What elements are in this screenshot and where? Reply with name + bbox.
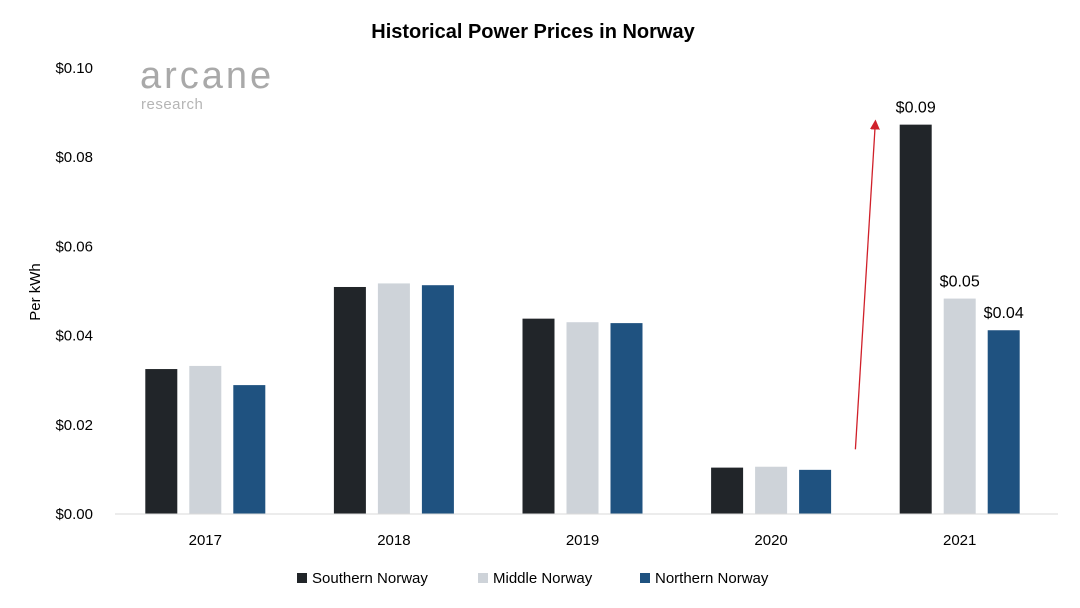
arcane-research-logo: arcane research [140, 55, 274, 113]
x-tick-label: 2020 [754, 532, 787, 549]
y-tick-label: $0.02 [55, 417, 93, 434]
y-tick-label: $0.06 [55, 238, 93, 255]
x-axis-ticks: 2017 2018 2019 2020 2021 [189, 532, 977, 549]
legend-label: Southern Norway [312, 570, 428, 587]
y-tick-label: $0.00 [55, 506, 93, 523]
bar-northern-norway-2017 [233, 385, 266, 514]
legend-label: Northern Norway [655, 570, 769, 587]
bar-southern-norway-2018 [333, 286, 366, 514]
bar-northern-norway-2018 [421, 285, 454, 514]
bar-northern-norway-2020 [799, 469, 832, 514]
y-tick-label: $0.04 [55, 328, 93, 345]
data-label: $0.05 [940, 274, 980, 291]
bar-middle-norway-2020 [755, 466, 788, 514]
y-tick-label: $0.08 [55, 149, 93, 166]
bar-middle-norway-2021 [943, 298, 976, 514]
logo-name: arcane [140, 55, 274, 97]
chart-title: Historical Power Prices in Norway [371, 21, 695, 43]
trend-arrow [854, 119, 880, 450]
bars [145, 124, 1020, 514]
x-tick-label: 2017 [189, 532, 222, 549]
y-tick-label: $0.10 [55, 60, 93, 77]
legend: Southern Norway Middle Norway Northern Nor… [297, 570, 769, 587]
bar-southern-norway-2021 [899, 124, 932, 514]
bar-middle-norway-2017 [189, 365, 222, 514]
bar-southern-norway-2017 [145, 369, 178, 514]
data-label: $0.04 [984, 305, 1024, 322]
bar-middle-norway-2019 [566, 322, 599, 514]
bar-middle-norway-2018 [377, 283, 410, 514]
bar-northern-norway-2019 [610, 323, 643, 514]
data-label: $0.09 [896, 100, 936, 117]
data-labels: $0.09 $0.05$0.04 [896, 100, 1024, 323]
bar-southern-norway-2020 [711, 467, 744, 514]
y-axis-ticks: $0.00 $0.02 $0.04 $0.06 $0.08 $0.10 [55, 60, 93, 523]
bar-southern-norway-2019 [522, 318, 555, 514]
y-axis-label: Per kWh [27, 263, 44, 321]
x-tick-label: 2021 [943, 532, 976, 549]
x-tick-label: 2018 [377, 532, 410, 549]
bar-northern-norway-2021 [987, 330, 1020, 514]
legend-swatch-southern-norway [297, 573, 307, 583]
legend-label: Middle Norway [493, 570, 593, 587]
x-tick-label: 2019 [566, 532, 599, 549]
logo-tagline: research [141, 96, 203, 113]
legend-swatch-northern-norway [640, 573, 650, 583]
legend-swatch-middle-norway [478, 573, 488, 583]
